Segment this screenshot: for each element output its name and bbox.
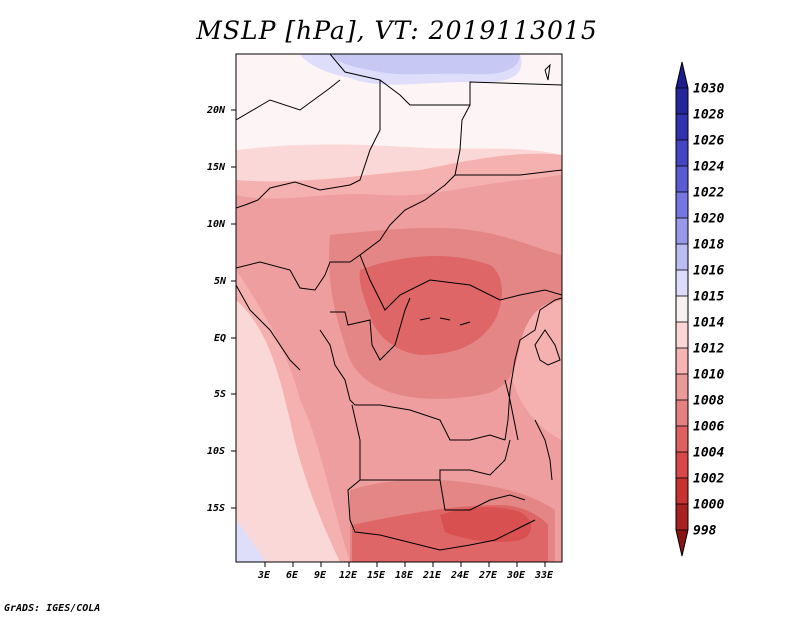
colorbar-bin <box>676 114 688 141</box>
colorbar-label: 1014 <box>693 316 724 331</box>
coastline-west <box>236 284 301 371</box>
grads-credit: GrADS: IGES/COLA <box>4 603 101 614</box>
colorbar-bin <box>676 88 688 115</box>
sinai-detail <box>544 63 551 81</box>
lake-malawi <box>534 419 553 481</box>
colorbar-bin <box>676 530 688 556</box>
colorbar-bin <box>676 478 688 505</box>
lake-tanganyika <box>504 379 519 441</box>
border-angola-south <box>347 404 536 551</box>
colorbar-bin <box>676 322 688 349</box>
lake-victoria <box>534 329 561 366</box>
border-nw <box>236 79 341 121</box>
field-1015-south <box>236 520 266 562</box>
colorbar-bin <box>676 348 688 375</box>
colorbar-label: 1020 <box>693 212 724 227</box>
colorbar-bin <box>676 296 688 323</box>
colorbar-label: 998 <box>693 524 717 539</box>
lon-label-5: 18E <box>395 570 414 581</box>
lon-label-0: 3E <box>257 570 271 581</box>
colorbar-label: 1004 <box>693 446 724 461</box>
colorbar-bin <box>676 504 688 531</box>
chart-title: MSLP [hPa], VT: 2019113015 <box>196 16 598 45</box>
colorbar: 1030 1028 1026 1024 1022 1020 1018 1016 1015 1014… <box>675 61 724 557</box>
border-sahel <box>236 80 381 209</box>
lon-label-7: 24E <box>450 570 470 581</box>
colorbar-label: 1008 <box>693 394 724 409</box>
border-coast-gulf <box>236 261 350 291</box>
lat-label-6: 10S <box>207 446 225 457</box>
colorbar-label: 1018 <box>693 238 724 253</box>
colorbar-label: 1028 <box>693 108 724 123</box>
lat-label-7: 15S <box>207 503 225 514</box>
lon-label-2: 9E <box>314 570 327 581</box>
colorbar-bin <box>676 140 688 167</box>
colorbar-label: 1012 <box>693 342 724 357</box>
lon-tick-marks <box>264 562 546 567</box>
borders <box>236 54 562 551</box>
lat-label-4: EQ <box>214 333 226 344</box>
colorbar-label: 1024 <box>693 160 724 175</box>
lat-tick-marks <box>231 109 236 509</box>
lon-label-6: 21E <box>422 570 442 581</box>
border-congo <box>330 297 411 361</box>
field-1016-north <box>330 54 520 75</box>
colorbar-bin <box>676 218 688 245</box>
lon-label-9: 30E <box>506 570 526 581</box>
border-sudan <box>455 169 562 176</box>
colorbar-bin <box>676 62 688 88</box>
lat-label-1: 15N <box>207 162 226 173</box>
colorbar-bin <box>676 374 688 401</box>
lat-label-0: 20N <box>206 105 226 116</box>
border-car <box>359 254 562 311</box>
border-drc-east <box>504 297 562 441</box>
lat-label-3: 5N <box>214 276 227 287</box>
colorbar-label: 1022 <box>693 186 724 201</box>
colorbar-label: 1015 <box>693 290 724 305</box>
colorbar-label: 1030 <box>693 82 724 97</box>
colorbar-bin <box>676 192 688 219</box>
lat-label-2: 10N <box>207 219 226 230</box>
colorbar-label: 1002 <box>693 472 724 487</box>
map-frame <box>235 53 563 563</box>
colorbar-label: 1026 <box>693 134 724 149</box>
colorbar-label: 1000 <box>693 498 724 513</box>
colorbar-bin <box>676 166 688 193</box>
colorbar-bin <box>676 400 688 427</box>
latitude-axis: 20N 15N 10N 5N EQ 5S 10S 15S <box>206 105 236 514</box>
field-1004-central <box>359 255 502 355</box>
colorbar-bin <box>676 452 688 479</box>
colorbar-label: 1006 <box>693 420 724 435</box>
river-congo <box>419 317 471 326</box>
lon-label-1: 6E <box>286 570 299 581</box>
longitude-axis: 3E 6E 9E 12E 15E 18E 21E 24E 27E 30E 33E <box>257 562 554 581</box>
lat-label-5: 5S <box>214 389 226 400</box>
lon-label-10: 33E <box>534 570 554 581</box>
lon-label-4: 15E <box>367 570 386 581</box>
border-north <box>329 54 562 106</box>
colorbar-label: 1010 <box>693 368 724 383</box>
border-drc-south <box>319 329 506 441</box>
border-botswana <box>439 479 526 511</box>
lon-label-8: 27E <box>478 570 498 581</box>
colorbar-bin <box>676 270 688 297</box>
pressure-field <box>236 54 562 562</box>
colorbar-bin <box>676 426 688 453</box>
border-chad <box>349 104 471 263</box>
colorbar-bin <box>676 244 688 271</box>
colorbar-label: 1016 <box>693 264 724 279</box>
lon-label-3: 12E <box>339 570 358 581</box>
